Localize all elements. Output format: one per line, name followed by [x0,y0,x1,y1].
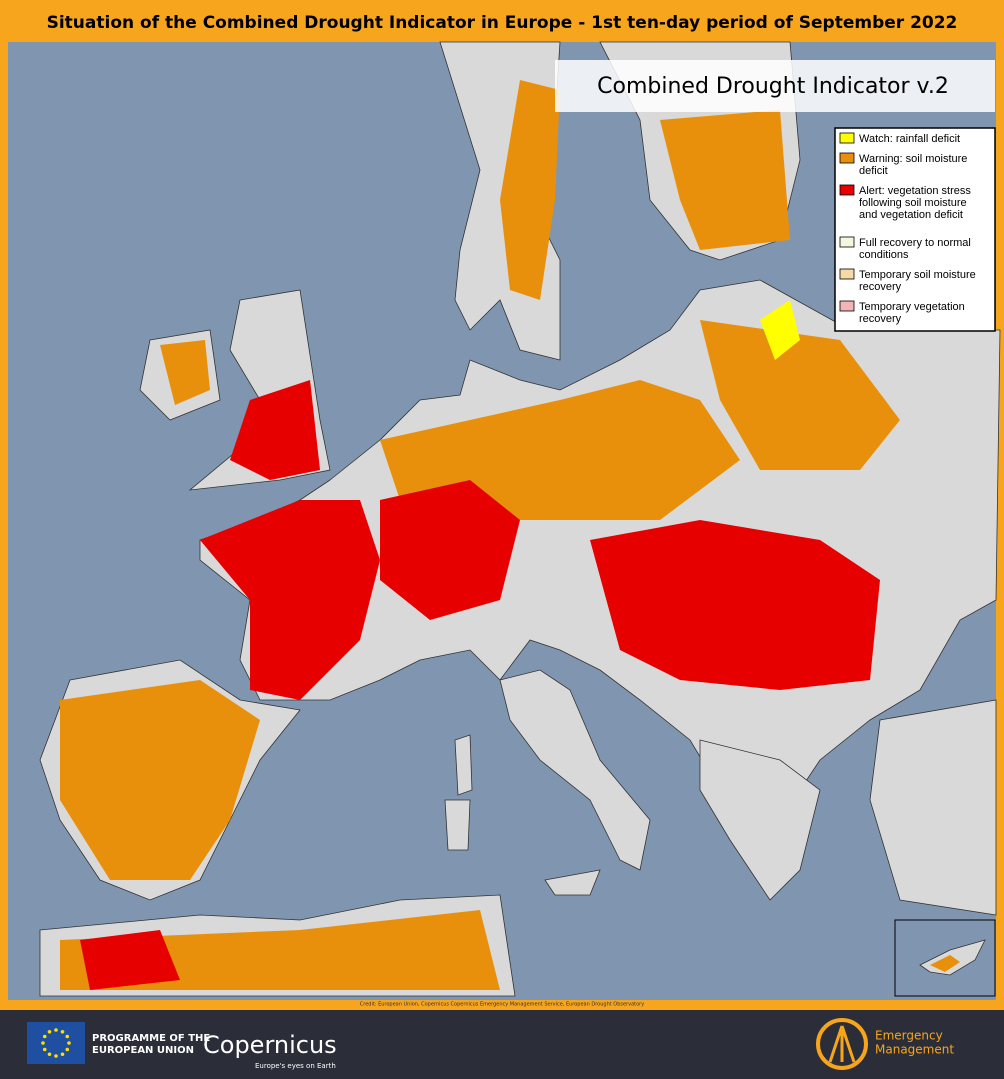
copernicus-logo: Copernicus [203,1031,337,1059]
legend-label: Watch: rainfall deficit [859,133,960,145]
drought-patch [200,500,380,700]
legend-label-line: deficit [859,165,888,177]
legend-label-line: Watch: rainfall deficit [859,133,960,145]
em-logo-mark [828,1025,856,1063]
land-area [444,799,471,851]
eu-star [60,1052,65,1057]
eu-star [67,1041,71,1045]
em-logo [816,1018,868,1070]
eu-star [47,1052,52,1057]
credit: Credit: European Union, Copernicus Coper… [360,1002,644,1008]
legend-label-line: recovery [859,313,902,325]
legend-swatch [839,152,855,164]
eu-star [65,1034,70,1039]
drought-areas [60,80,900,990]
eu-stars [41,1028,71,1058]
drought-patch [660,110,790,250]
eu-star [65,1047,70,1052]
land-area [869,699,997,916]
eu-line1: PROGRAMME OF THE [92,1033,210,1044]
legend-label: Warning: soil moisture deficit [859,153,967,177]
eu-star [60,1029,65,1034]
legend-label-line: Full recovery to normal [859,237,971,249]
em-line2: Management [875,1043,954,1057]
legend-swatch [839,184,855,196]
drought-patch [590,520,880,690]
legend-label-line: Temporary vegetation [859,301,965,313]
map-title-box [555,60,995,112]
eu-star [42,1047,47,1052]
eu-line2: EUROPEAN UNION [92,1045,194,1056]
legend-label-line: Alert: vegetation stress [859,185,971,197]
land-area [699,739,821,901]
legend-label: Temporary soil moisture recovery [859,269,976,293]
drought-patch [80,930,180,990]
eu-star [42,1034,47,1039]
cyprus-drought [930,955,960,972]
drought-patch [160,340,210,405]
map-title: Combined Drought Indicator v.2 [597,74,949,99]
legend-label: Temporary vegetation recovery [859,301,965,325]
legend-label: Full recovery to normal conditions [859,237,971,261]
land-area [499,669,651,871]
eu-star [41,1041,45,1045]
eu-star [54,1028,58,1032]
drought-patch [380,480,520,620]
copernicus-tagline: Europe's eyes on Earth [255,1062,336,1070]
legend-label-line: Warning: soil moisture [859,153,967,165]
legend: Watch: rainfall deficit Warning: soil moi… [839,132,976,325]
drought-patch [760,300,800,360]
eu-star [47,1029,52,1034]
legend-label-line: Temporary soil moisture [859,269,976,281]
legend-swatch [839,236,855,248]
legend-label: Alert: vegetation stress following soil m… [859,185,971,221]
legend-swatch [839,300,855,312]
drought-patch [500,80,560,300]
legend-label-line: recovery [859,281,902,293]
legend-box [834,127,996,332]
em-line1: Emergency [875,1029,943,1043]
legend-label-line: and vegetation deficit [859,209,963,221]
drought-patch [60,680,260,880]
legend-swatch [839,132,855,144]
eu-star [54,1054,58,1058]
land-area [454,734,473,796]
page-title: Situation of the Combined Drought Indica… [47,13,958,33]
legend-label-line: following soil moisture [859,197,967,209]
drought-patch [230,380,320,480]
legend-label-line: conditions [859,249,909,261]
land-area [544,869,601,896]
drought-patch [700,320,900,470]
legend-swatch [839,268,855,280]
